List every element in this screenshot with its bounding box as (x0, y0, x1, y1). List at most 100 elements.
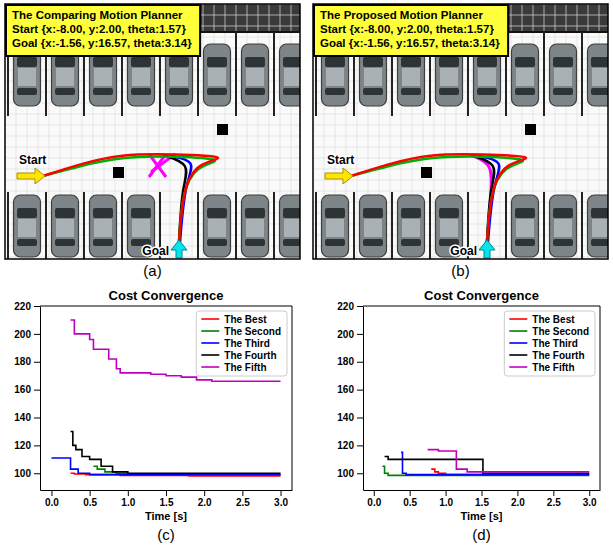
y-tick: 120 (337, 440, 363, 451)
series-line (428, 450, 590, 472)
car (280, 195, 301, 257)
plot-frame (292, 306, 293, 490)
scene-grid (313, 4, 608, 259)
y-tick-label: 100 (337, 468, 354, 479)
y-tick: 180 (14, 356, 40, 367)
x-tick: 1.5 (160, 490, 174, 508)
y-tick-label: 140 (337, 412, 354, 423)
car-window (207, 88, 227, 95)
legend-swatch (201, 330, 219, 332)
legend-label: The Fourth (224, 350, 276, 361)
legend-box (196, 311, 287, 376)
car-body (14, 195, 41, 257)
car-window (283, 239, 300, 246)
car-window (17, 208, 37, 218)
scene-grid-line (313, 147, 608, 148)
car-body (360, 195, 387, 257)
y-axis-line (40, 307, 41, 491)
trajectories (43, 154, 218, 242)
car-window (131, 208, 151, 218)
x-tick: 2.0 (511, 490, 525, 508)
y-tick: 200 (14, 329, 40, 340)
y-tick-label: 140 (14, 412, 31, 423)
trajectories (351, 154, 526, 242)
scene-area: StartGoal (5, 4, 300, 259)
car-window (401, 88, 421, 95)
legend-item: The Third (201, 338, 270, 349)
car (242, 44, 269, 106)
figure: StartGoalThe Comparing Motion PlannerSta… (0, 0, 613, 548)
car-window (401, 208, 421, 218)
car-roof (18, 219, 36, 237)
x-tick-label: 2.0 (198, 497, 212, 508)
legend-swatch (509, 330, 527, 332)
x-tick-mark (446, 490, 447, 496)
x-tick-mark (482, 490, 483, 496)
info-box-line: Start {x:-8.00, y:2.00, theta:1.57} (12, 23, 186, 35)
car-window (325, 57, 345, 67)
chart-panel: 0.00.51.01.52.02.53.01001201401601802002… (14, 288, 292, 543)
stall-line (581, 192, 583, 259)
car-window (401, 57, 421, 67)
info-box-line: Goal {x:-1.56, y:16.57, theta:3.14} (320, 37, 500, 49)
scene-grid-line (313, 180, 608, 181)
y-tick: 220 (337, 301, 363, 312)
x-axis: 0.00.51.01.52.02.53.0 (41, 490, 293, 508)
x-axis-title: Time [s] (461, 510, 503, 522)
y-tick-label: 220 (14, 301, 31, 312)
car-window (591, 208, 608, 218)
y-tick-mark (34, 473, 40, 474)
car-window (439, 57, 459, 67)
x-tick-label: 1.5 (160, 497, 174, 508)
y-tick-label: 180 (14, 356, 31, 367)
car-roof (402, 68, 420, 86)
car-window (591, 57, 608, 67)
y-tick-label: 120 (337, 440, 354, 451)
legend-item: The Fifth (201, 362, 266, 373)
car-roof (94, 68, 112, 86)
car-window (245, 57, 265, 67)
x-tick-mark (90, 490, 91, 496)
car-roof (554, 219, 572, 237)
x-tick-label: 2.0 (511, 497, 525, 508)
legend-swatch (201, 342, 219, 344)
scene-panel: StartGoalThe Comparing Motion PlannerSta… (5, 4, 312, 259)
legend-label: The Third (532, 338, 578, 349)
car-roof (246, 219, 264, 237)
scene-background (5, 4, 300, 259)
info-box-background (6, 5, 200, 56)
scene-grid-line (5, 136, 300, 137)
y-tick-mark (357, 418, 363, 419)
car-roof (554, 68, 572, 86)
stall-line (543, 32, 545, 116)
car-roof (364, 68, 382, 86)
car-roof (478, 68, 496, 86)
car-window (401, 239, 421, 246)
scene-grid-line (5, 191, 300, 192)
car-roof (326, 68, 344, 86)
legend-swatch (201, 318, 219, 320)
legend-label: The Best (224, 314, 267, 325)
y-tick: 160 (14, 384, 40, 395)
info-box: The Proposed Motion PlannerStart {x:-8.0… (314, 5, 508, 56)
legend-item: The Fourth (509, 350, 584, 361)
x-tick: 1.0 (439, 490, 453, 508)
car-window (553, 208, 573, 218)
car (52, 195, 79, 257)
car (242, 195, 269, 257)
start-label: Start (19, 153, 46, 167)
car (280, 44, 301, 106)
y-tick-label: 220 (337, 301, 354, 312)
car-roof (284, 68, 300, 86)
car-body (280, 44, 301, 106)
y-tick: 100 (337, 468, 363, 479)
stall-line (121, 192, 123, 259)
car-window (363, 208, 383, 218)
car (322, 195, 349, 257)
y-tick-label: 160 (14, 384, 31, 395)
car-window (169, 88, 189, 95)
info-box-background (314, 5, 508, 56)
car-roof (18, 68, 36, 86)
x-tick-label: 0.0 (367, 497, 381, 508)
legend-swatch (509, 354, 527, 356)
